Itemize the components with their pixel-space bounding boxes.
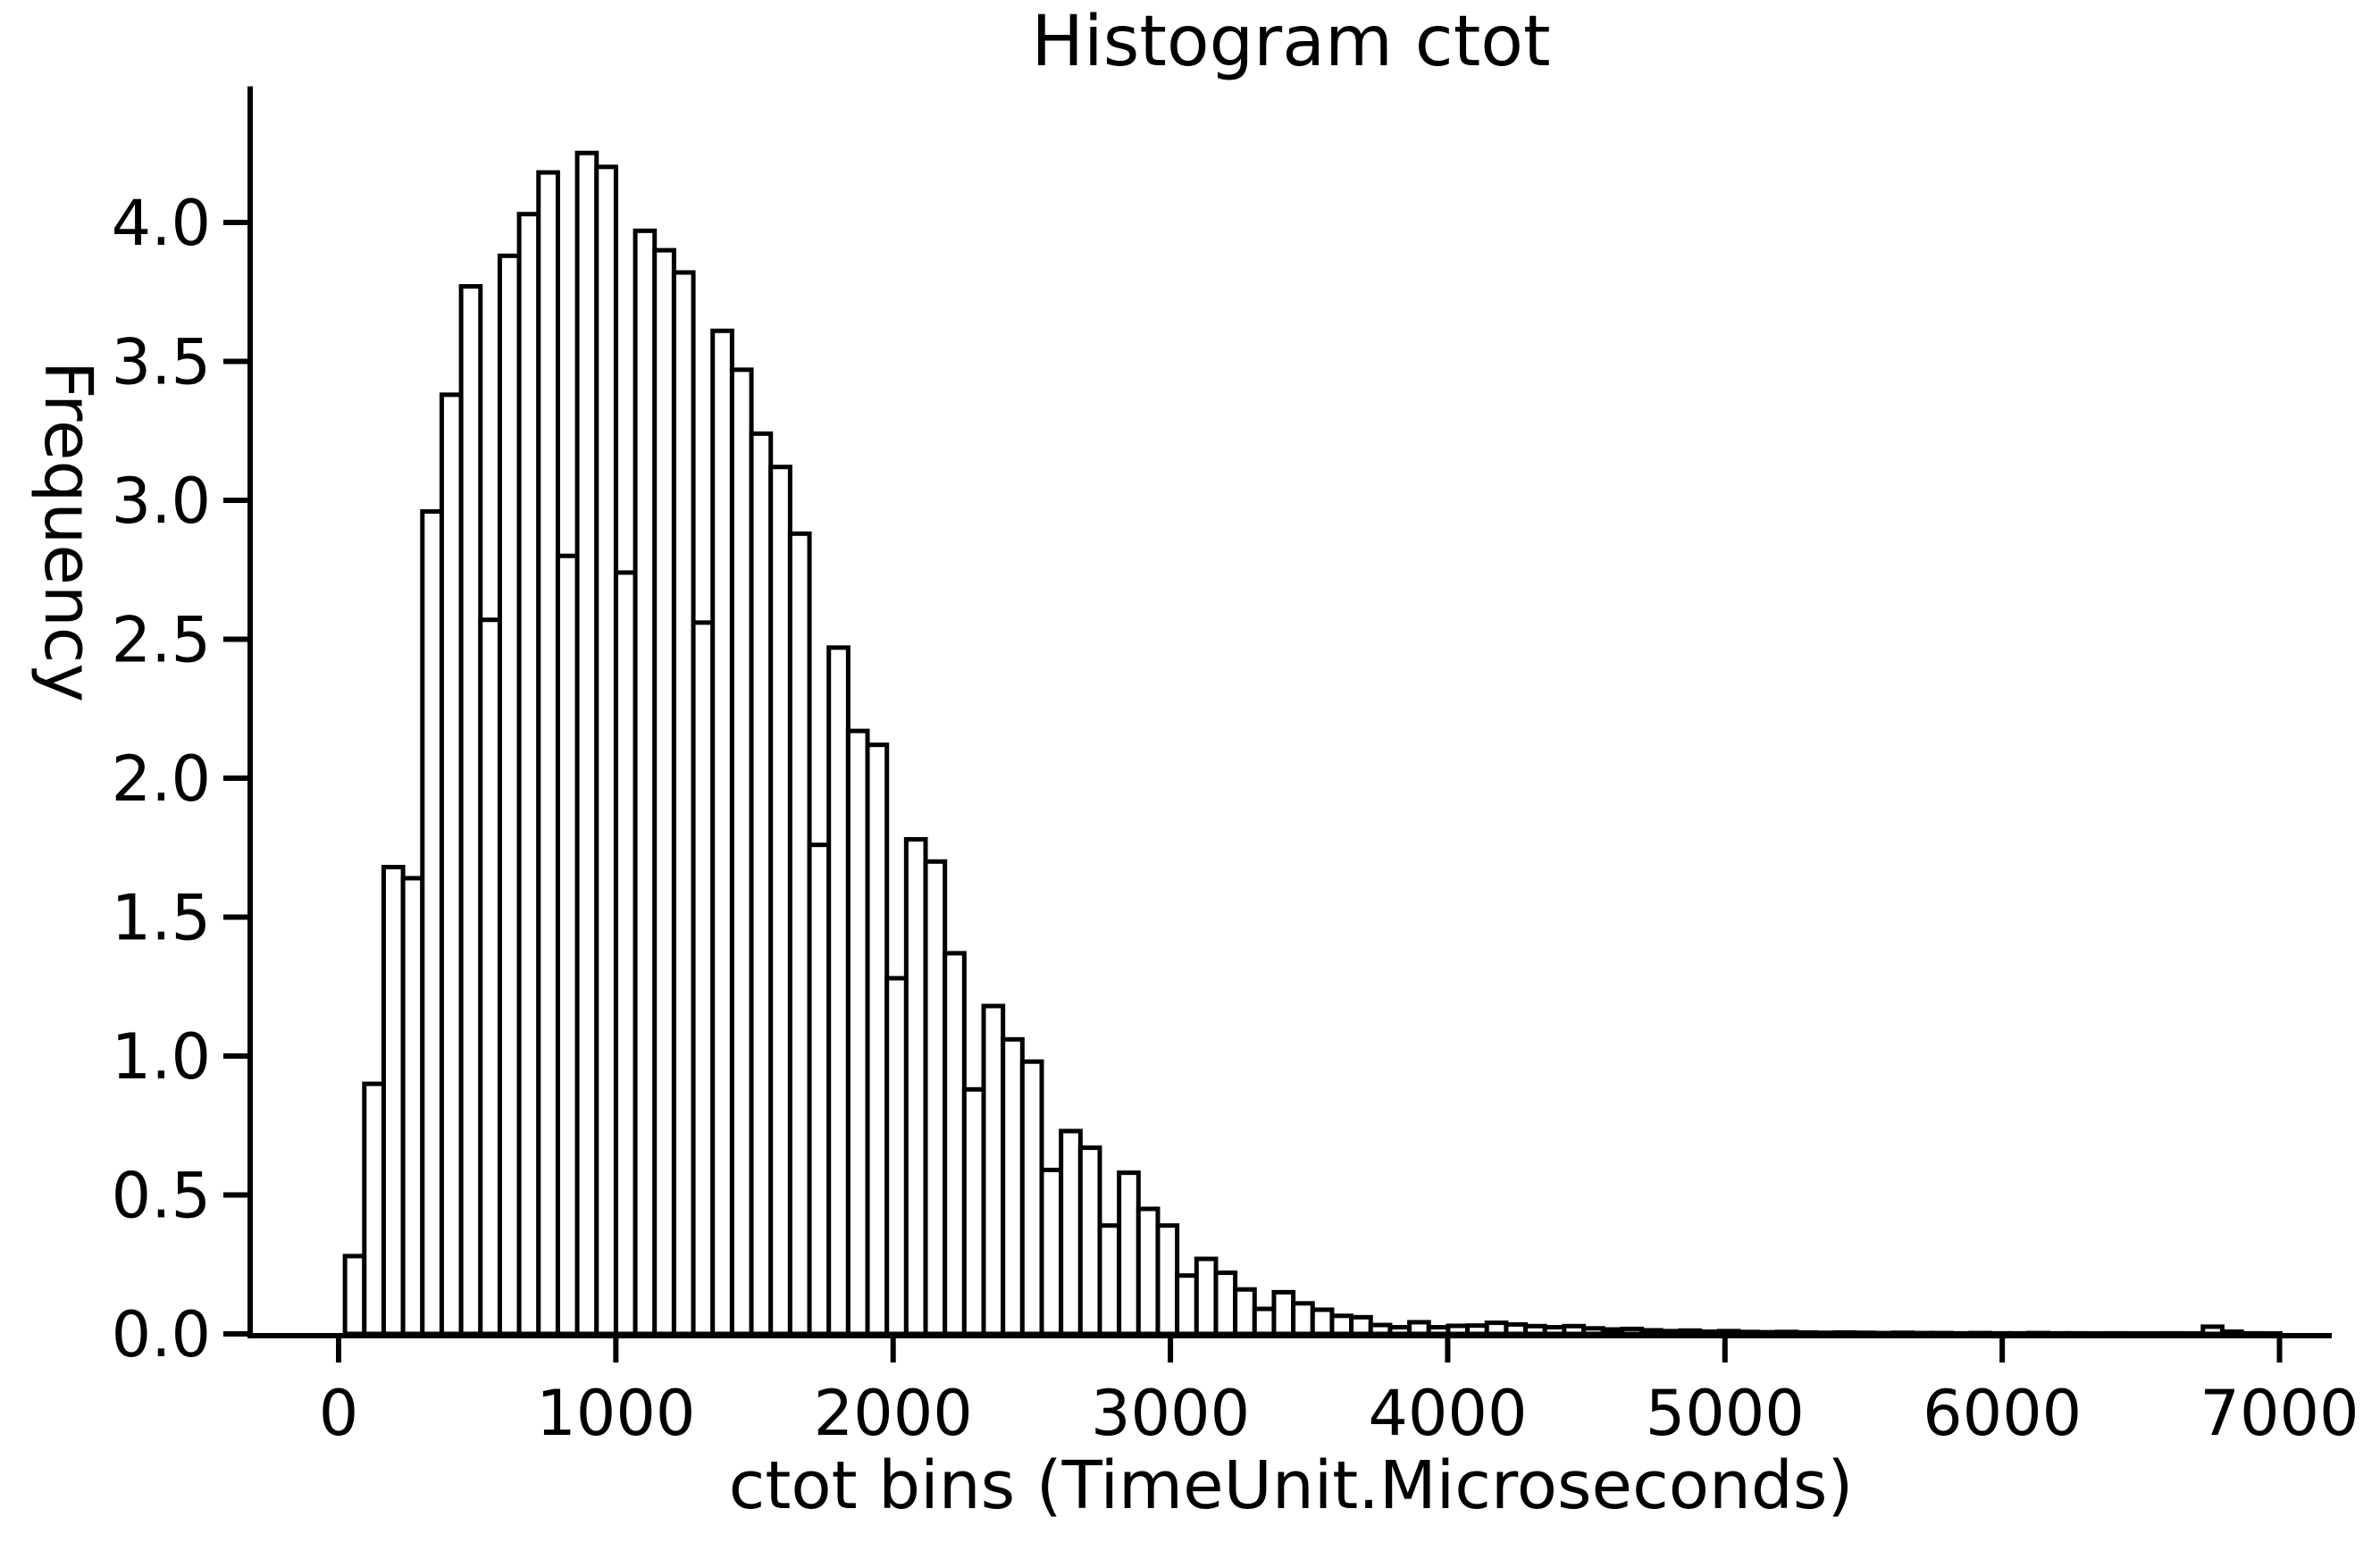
histogram-bar xyxy=(1562,1323,1587,1337)
y-tick-label: 2.0 xyxy=(112,742,211,816)
histogram-bar xyxy=(1213,1270,1238,1337)
histogram-bar xyxy=(826,645,851,1337)
histogram-bar xyxy=(439,392,464,1337)
histogram-bar xyxy=(671,270,696,1337)
histogram-bar xyxy=(729,367,754,1337)
histogram-bar xyxy=(845,728,870,1337)
x-tick-label: 4000 xyxy=(1368,1377,1527,1450)
histogram-bar xyxy=(536,170,560,1337)
histogram-bar xyxy=(1019,1059,1044,1337)
histogram-bar xyxy=(1155,1223,1180,1337)
x-tick-label: 2000 xyxy=(814,1377,973,1450)
histogram-bar xyxy=(943,951,967,1337)
histogram-bar xyxy=(768,465,792,1337)
histogram-bar xyxy=(420,508,444,1337)
histogram-bar xyxy=(2200,1324,2225,1337)
histogram-bar xyxy=(710,328,734,1337)
x-tick-label: 6000 xyxy=(1923,1377,2082,1450)
x-tick-label: 1000 xyxy=(536,1377,695,1450)
histogram-bar xyxy=(1310,1307,1335,1337)
histogram-bar xyxy=(691,620,716,1337)
histogram-bar xyxy=(1465,1323,1489,1337)
x-tick-label: 3000 xyxy=(1091,1377,1250,1450)
histogram-bar xyxy=(1407,1320,1431,1337)
histogram-bar xyxy=(497,253,522,1337)
y-tick-label: 0.0 xyxy=(112,1298,211,1371)
histogram-bar xyxy=(574,150,599,1337)
chart-title: Histogram ctot xyxy=(1031,2,1551,82)
histogram-bar xyxy=(1484,1320,1509,1337)
histogram-bar xyxy=(1001,1036,1025,1337)
histogram-bar xyxy=(749,431,774,1337)
histogram-bar xyxy=(903,836,928,1337)
histogram-bar xyxy=(1252,1306,1277,1337)
histogram-bar xyxy=(1504,1321,1529,1337)
x-axis-label: ctot bins (TimeUnit.Microseconds) xyxy=(728,1447,1854,1524)
histogram-bar xyxy=(342,1253,367,1337)
histogram-bar xyxy=(1349,1314,1373,1337)
y-tick-label: 4.0 xyxy=(112,187,211,260)
histogram-bar xyxy=(1291,1301,1315,1337)
histogram-bar xyxy=(594,164,618,1337)
y-axis-label: Frequency xyxy=(29,360,106,703)
histogram-bar xyxy=(362,1081,386,1337)
histogram-bar xyxy=(1117,1170,1141,1337)
histogram-bar xyxy=(1097,1223,1122,1337)
y-tick-label: 0.5 xyxy=(112,1160,211,1233)
histogram-bar xyxy=(1059,1128,1083,1337)
histogram-bar xyxy=(381,865,406,1337)
histogram-bar xyxy=(807,843,832,1337)
y-tick-label: 3.0 xyxy=(112,465,211,538)
histogram-bar xyxy=(1077,1145,1102,1337)
histogram-bar xyxy=(1194,1256,1219,1337)
y-tick-label: 3.5 xyxy=(112,326,211,399)
histogram-bar xyxy=(961,1086,986,1337)
histogram-bar xyxy=(981,1003,1006,1337)
histogram-bar xyxy=(458,284,483,1337)
histogram-bar xyxy=(787,531,812,1337)
histogram-bar xyxy=(865,742,890,1337)
histogram-bar xyxy=(613,570,638,1337)
histogram-bar xyxy=(1426,1325,1451,1337)
histogram-bar xyxy=(1233,1287,1257,1337)
x-tick-label: 7000 xyxy=(2200,1377,2359,1450)
histogram-bar xyxy=(516,212,541,1337)
histogram-bar xyxy=(555,553,580,1337)
histogram-bar xyxy=(1175,1273,1199,1337)
histogram-bar xyxy=(923,859,948,1337)
histogram-bar xyxy=(1387,1325,1412,1337)
y-tick-label: 1.0 xyxy=(112,1020,211,1094)
histogram-bar xyxy=(1523,1323,1547,1337)
x-tick-label: 0 xyxy=(319,1377,359,1450)
histogram-bar xyxy=(633,228,658,1337)
histogram-bar xyxy=(1039,1168,1064,1337)
histogram-bar xyxy=(400,876,425,1337)
histogram-bar xyxy=(1446,1323,1471,1337)
histogram-bar xyxy=(1542,1325,1567,1337)
x-tick-label: 5000 xyxy=(1646,1377,1805,1450)
y-tick-label: 2.5 xyxy=(112,604,211,677)
histogram-bar xyxy=(884,976,909,1337)
y-tick-label: 1.5 xyxy=(112,882,211,955)
histogram-bar xyxy=(652,247,676,1337)
histogram-bar xyxy=(1136,1206,1161,1337)
histogram-bar xyxy=(478,617,502,1337)
histogram-bar xyxy=(1368,1322,1393,1337)
histogram-bar xyxy=(1271,1289,1296,1337)
histogram-bar xyxy=(1329,1313,1354,1337)
